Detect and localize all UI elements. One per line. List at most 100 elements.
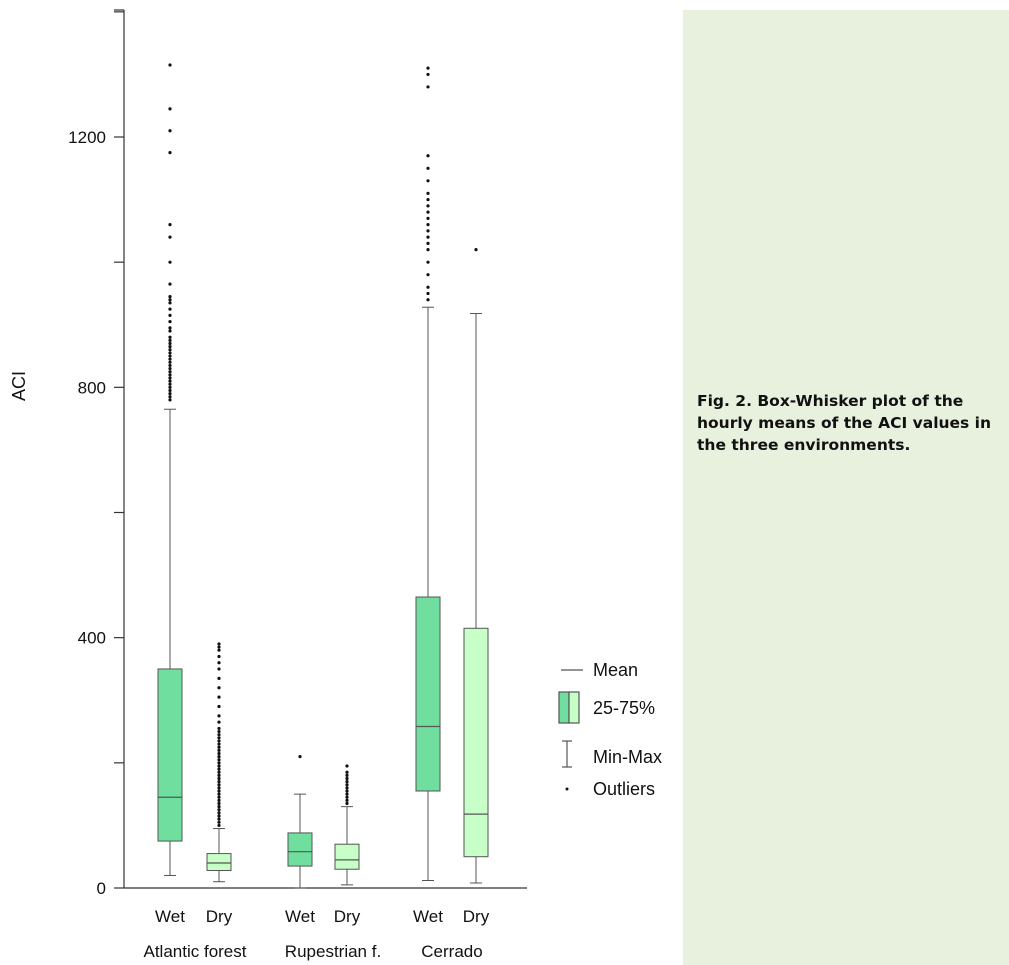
legend-outlier-swatch (565, 787, 569, 791)
x-group-label: Atlantic forest (144, 942, 247, 961)
box-atlantic-forestdry (206, 642, 232, 883)
outlier-point (168, 338, 172, 342)
outlier-point (168, 388, 172, 393)
outlier-point (168, 348, 172, 352)
outlier-point (426, 248, 430, 252)
outlier-point (217, 814, 221, 818)
outlier-point (217, 645, 221, 649)
outlier-point (426, 216, 430, 220)
outlier-point (217, 704, 221, 709)
outlier-point (168, 385, 172, 389)
y-tick-label: 0 (97, 879, 106, 898)
outlier-point (426, 166, 430, 170)
y-tick-label: 800 (78, 378, 106, 397)
box-cerradowet (415, 66, 441, 881)
outlier-point (168, 345, 172, 349)
iqr-box (206, 853, 232, 871)
outlier-point (426, 204, 430, 208)
outlier-point (217, 739, 221, 743)
outlier-point (168, 335, 172, 339)
outlier-point (168, 366, 172, 371)
outlier-point (168, 341, 172, 346)
outlier-point (217, 726, 221, 731)
outlier-point (426, 260, 430, 264)
outlier-point (168, 63, 172, 67)
outlier-point (168, 320, 172, 324)
outlier-point (217, 736, 221, 740)
outlier-point (217, 714, 221, 718)
outlier-point (426, 285, 430, 289)
outlier-point (168, 370, 172, 374)
outlier-point (168, 260, 172, 264)
outlier-point (426, 66, 430, 70)
outlier-point (217, 761, 221, 765)
x-season-label: Wet (413, 907, 443, 926)
outlier-point (345, 792, 349, 796)
outlier-point (168, 329, 172, 333)
outlier-point (168, 395, 172, 399)
outlier-point (217, 751, 221, 756)
box-rupestrian-f-dry (334, 764, 360, 886)
outlier-point (298, 754, 302, 759)
x-season-label: Dry (206, 907, 233, 926)
outlier-point (217, 654, 221, 659)
outlier-point (168, 129, 172, 133)
outlier-point (217, 811, 221, 815)
outlier-point (217, 758, 221, 762)
box-cerradodry (463, 248, 489, 884)
y-tick-label: 400 (78, 629, 106, 648)
caption-panel: Fig. 2. Box-Whisker plot of the hourly m… (683, 10, 1009, 965)
outlier-point (345, 795, 349, 799)
outlier-point (217, 642, 221, 646)
outlier-point (426, 241, 430, 245)
iqr-box (334, 843, 360, 870)
outlier-point (217, 661, 221, 665)
outlier-point (168, 298, 172, 302)
axis-labels: 0 400 800 1200 ACI Wet Dry Wet Dry Wet Dry Atlantic… (9, 128, 490, 961)
figure-caption: Fig. 2. Box-Whisker plot of the hourly m… (697, 392, 992, 454)
legend-box-label: 25-75% (593, 698, 655, 718)
outlier-point (426, 154, 430, 158)
axes (114, 9, 527, 889)
outlier-point (168, 357, 172, 361)
outlier-point (217, 742, 221, 746)
outlier-point (345, 801, 349, 806)
outlier-point (168, 354, 172, 358)
outlier-point (168, 391, 172, 396)
outlier-point (217, 783, 221, 787)
outlier-point (345, 786, 349, 790)
outlier-point (217, 767, 221, 771)
y-tick-label: 1200 (68, 128, 106, 147)
outlier-point (426, 179, 430, 183)
outlier-point (168, 294, 172, 299)
outlier-point (168, 223, 172, 227)
box-atlantic-forestwet (157, 63, 183, 876)
outlier-point (217, 805, 221, 809)
outlier-point (217, 773, 221, 777)
iqr-box (463, 627, 489, 858)
outlier-point (168, 282, 172, 286)
outlier-point (217, 754, 221, 759)
outlier-point (217, 770, 221, 774)
outlier-point (168, 326, 172, 330)
outlier-point (217, 776, 221, 781)
x-group-label: Cerrado (421, 942, 482, 961)
legend-mean-label: Mean (593, 660, 638, 680)
outlier-point (426, 191, 430, 195)
outlier-point (426, 273, 430, 277)
outlier-point (168, 379, 172, 383)
outlier-point (168, 301, 172, 305)
outlier-point (345, 780, 349, 784)
boxes (157, 63, 489, 889)
outlier-point (217, 748, 221, 752)
iqr-box (287, 832, 313, 867)
outlier-point (217, 695, 221, 699)
outlier-point (217, 686, 221, 690)
outlier-point (168, 235, 172, 239)
outlier-point (217, 798, 221, 802)
outlier-point (168, 398, 172, 402)
iqr-box (157, 668, 183, 842)
outlier-point (168, 382, 172, 386)
outlier-point (426, 235, 430, 239)
outlier-point (217, 720, 221, 724)
